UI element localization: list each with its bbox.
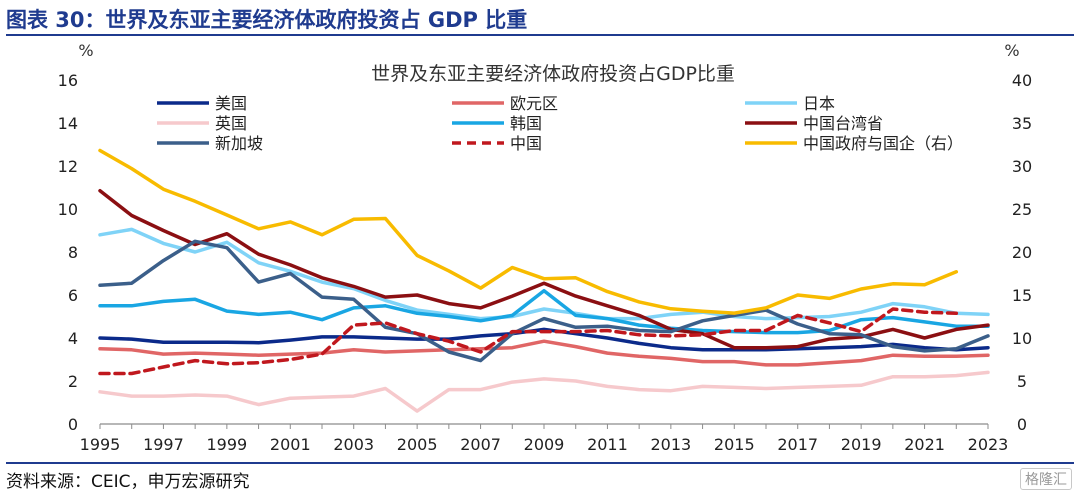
series-line-2 bbox=[98, 227, 990, 321]
x-tick-label: 2011 bbox=[587, 435, 628, 454]
legend-label-1: 欧元区 bbox=[510, 94, 558, 113]
y-left-tick-label: 2 bbox=[68, 372, 78, 391]
x-tick-label: 2009 bbox=[524, 435, 565, 454]
legend-label-4: 韩国 bbox=[510, 114, 542, 133]
series-line-6 bbox=[98, 239, 990, 363]
x-tick-label: 1995 bbox=[80, 435, 121, 454]
line-chart: 世界及东亚主要经济体政府投资占GDP比重 % % 0 2 4 6 8 10 12 14 16 0 5… bbox=[58, 41, 1033, 454]
series-line-5 bbox=[98, 188, 990, 350]
y-left-unit: % bbox=[78, 41, 93, 60]
title-divider bbox=[6, 34, 1074, 36]
series-line-3 bbox=[98, 370, 990, 413]
x-tick-label: 2017 bbox=[777, 435, 818, 454]
legend-label-6: 新加坡 bbox=[215, 134, 263, 153]
x-tick-label: 2023 bbox=[968, 435, 1009, 454]
chart-title: 世界及东亚主要经济体政府投资占GDP比重 bbox=[371, 63, 735, 85]
x-tick-label: 2005 bbox=[397, 435, 438, 454]
legend-label-2: 日本 bbox=[803, 94, 835, 113]
figure-title: 图表 30：世界及东亚主要经济体政府投资占 GDP 比重 bbox=[6, 8, 528, 32]
x-tick-label: 2013 bbox=[650, 435, 691, 454]
x-tick-label: 1997 bbox=[143, 435, 184, 454]
y-right-tick-label: 25 bbox=[1012, 200, 1032, 219]
legend-label-5: 中国台湾省 bbox=[803, 114, 883, 133]
axes-group: 0 2 4 6 8 10 12 14 16 0 5 10 15 20 25 30 35 40 1995 1997 199… bbox=[58, 71, 1033, 454]
y-left-tick-label: 8 bbox=[68, 243, 78, 262]
y-left-tick-label: 12 bbox=[58, 157, 78, 176]
legend-label-7: 中国 bbox=[510, 134, 542, 153]
series-line-0 bbox=[98, 327, 990, 352]
x-tick-label: 2007 bbox=[460, 435, 501, 454]
source-note: 资料来源：CEIC，申万宏源研究 bbox=[6, 472, 250, 492]
x-tick-label: 2019 bbox=[841, 435, 882, 454]
y-left-tick-label: 4 bbox=[68, 329, 78, 348]
legend-label-3: 英国 bbox=[215, 114, 247, 133]
legend-label-8: 中国政府与国企（右） bbox=[803, 134, 963, 153]
legend-label-0: 美国 bbox=[215, 94, 247, 113]
series-lines bbox=[98, 148, 990, 413]
x-tick-label: 2003 bbox=[333, 435, 374, 454]
y-right-unit: % bbox=[1004, 41, 1019, 60]
footer-divider bbox=[6, 462, 1074, 464]
y-right-tick-label: 30 bbox=[1012, 157, 1032, 176]
series-line-7 bbox=[98, 307, 959, 376]
series-line-1 bbox=[98, 339, 990, 367]
x-tick-label: 2001 bbox=[270, 435, 311, 454]
y-left-tick-label: 6 bbox=[68, 286, 78, 305]
y-left-tick-label: 16 bbox=[58, 71, 78, 90]
y-left-tick-label: 0 bbox=[68, 415, 78, 434]
x-tick-label: 1999 bbox=[206, 435, 247, 454]
y-left-tick-label: 14 bbox=[58, 114, 78, 133]
y-right-tick-label: 40 bbox=[1012, 71, 1032, 90]
series-line-8 bbox=[98, 148, 959, 315]
y-right-tick-label: 20 bbox=[1012, 243, 1032, 262]
y-right-tick-label: 35 bbox=[1012, 114, 1032, 133]
y-right-tick-label: 10 bbox=[1012, 329, 1032, 348]
y-left-tick-label: 10 bbox=[58, 200, 78, 219]
x-tick-label: 2015 bbox=[714, 435, 755, 454]
x-tick-label: 2021 bbox=[904, 435, 945, 454]
y-right-tick-label: 5 bbox=[1017, 372, 1027, 391]
y-right-tick-label: 0 bbox=[1017, 415, 1027, 434]
y-right-tick-label: 15 bbox=[1012, 286, 1032, 305]
watermark-logo: 格隆汇 bbox=[1020, 468, 1072, 490]
